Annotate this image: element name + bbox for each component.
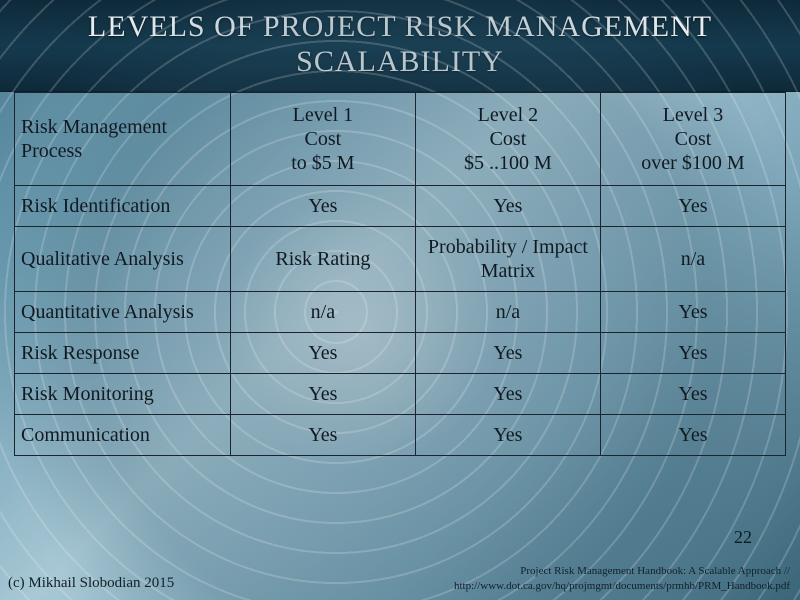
cell: Yes xyxy=(600,374,785,415)
cell: Yes xyxy=(600,292,785,333)
cell: Yes xyxy=(600,186,785,227)
cell: Yes xyxy=(415,374,600,415)
source-citation: Project Risk Management Handbook: A Scal… xyxy=(454,564,790,594)
page-number: 22 xyxy=(734,527,752,548)
cell: Yes xyxy=(230,374,415,415)
row-label: Qualitative Analysis xyxy=(15,227,231,292)
slide-title: LEVELS OF PROJECT RISK MANAGEMENT SCALAB… xyxy=(0,0,800,92)
row-label: Communication xyxy=(15,415,231,456)
col-header-level1: Level 1Costto $5 M xyxy=(230,93,415,186)
row-label: Risk Response xyxy=(15,333,231,374)
table-row: Communication Yes Yes Yes xyxy=(15,415,786,456)
row-label: Quantitative Analysis xyxy=(15,292,231,333)
col-header-level2: Level 2Cost$5 ..100 M xyxy=(415,93,600,186)
cell: Yes xyxy=(230,333,415,374)
copyright: (c) Mikhail Slobodian 2015 xyxy=(8,575,174,592)
cell: Yes xyxy=(230,186,415,227)
table-row: Risk Identification Yes Yes Yes xyxy=(15,186,786,227)
cell: n/a xyxy=(600,227,785,292)
source-line-2: http://www.dot.ca.gov/hq/projmgmt/docume… xyxy=(454,580,790,592)
cell: Yes xyxy=(415,186,600,227)
cell: Yes xyxy=(230,415,415,456)
cell: Yes xyxy=(600,333,785,374)
cell: Yes xyxy=(600,415,785,456)
table-row: Qualitative Analysis Risk Rating Probabi… xyxy=(15,227,786,292)
col-header-level3: Level 3Costover $100 M xyxy=(600,93,785,186)
source-line-1: Project Risk Management Handbook: A Scal… xyxy=(520,565,790,577)
table-header-row: Risk Management Process Level 1Costto $5… xyxy=(15,93,786,186)
table-row: Quantitative Analysis n/a n/a Yes xyxy=(15,292,786,333)
table-row: Risk Response Yes Yes Yes xyxy=(15,333,786,374)
row-label: Risk Monitoring xyxy=(15,374,231,415)
risk-table: Risk Management Process Level 1Costto $5… xyxy=(14,92,786,456)
cell: Yes xyxy=(415,415,600,456)
cell: Probability / Impact Matrix xyxy=(415,227,600,292)
col-header-process: Risk Management Process xyxy=(15,93,231,186)
cell: Yes xyxy=(415,333,600,374)
cell: n/a xyxy=(230,292,415,333)
cell: n/a xyxy=(415,292,600,333)
row-label: Risk Identification xyxy=(15,186,231,227)
cell: Risk Rating xyxy=(230,227,415,292)
table-container: Risk Management Process Level 1Costto $5… xyxy=(0,92,800,456)
table-row: Risk Monitoring Yes Yes Yes xyxy=(15,374,786,415)
